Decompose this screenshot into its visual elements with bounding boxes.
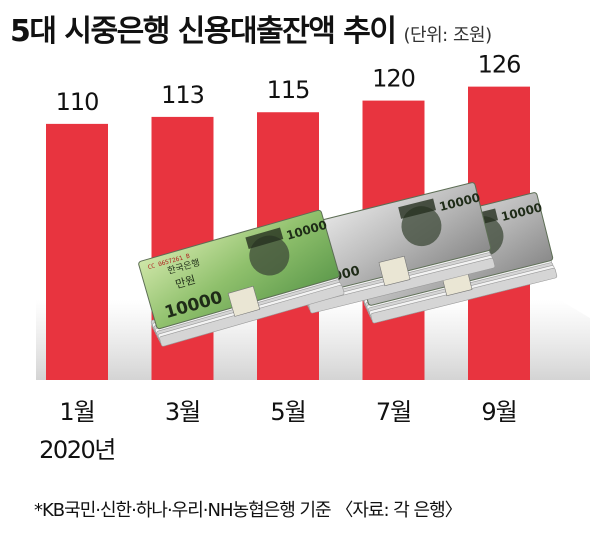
value-label-3: 115 xyxy=(267,76,310,104)
value-label-4: 120 xyxy=(372,65,415,93)
unit-label: (단위: 조원) xyxy=(403,25,493,46)
portrait-hat-icon xyxy=(245,227,284,249)
banknote-band xyxy=(227,285,261,317)
portrait-hat-icon xyxy=(398,198,437,219)
category-label-4: 7월 xyxy=(376,398,411,426)
labels-group: 110 1월 113 3월 115 5월 120 7월 126 9월 2020년 xyxy=(39,51,521,464)
value-label-2: 113 xyxy=(161,81,204,109)
banknote-stack-icon: 100001000010000100001000010000한국은행만원CC 0… xyxy=(138,182,558,347)
year-label: 2020년 xyxy=(39,436,115,464)
value-label-1: 110 xyxy=(56,88,99,116)
chart-title-block: 5대 시중은행 신용대출잔액 추이 (단위: 조원) xyxy=(10,6,492,50)
category-label-5: 9월 xyxy=(481,398,516,426)
banknote-band xyxy=(378,255,411,287)
won-text: 만원 xyxy=(174,273,197,291)
category-label-1: 1월 xyxy=(59,398,94,426)
category-label-2: 3월 xyxy=(165,398,200,426)
source-note: *KB국민·신한·하나·우리·NH농협은행 기준 〈자료: 각 은행〉 xyxy=(34,500,463,521)
value-label-5: 126 xyxy=(478,51,521,79)
bar-1 xyxy=(46,123,108,380)
chart-title: 5대 시중은행 신용대출잔액 추이 xyxy=(10,14,397,49)
category-label-3: 5월 xyxy=(270,398,305,426)
